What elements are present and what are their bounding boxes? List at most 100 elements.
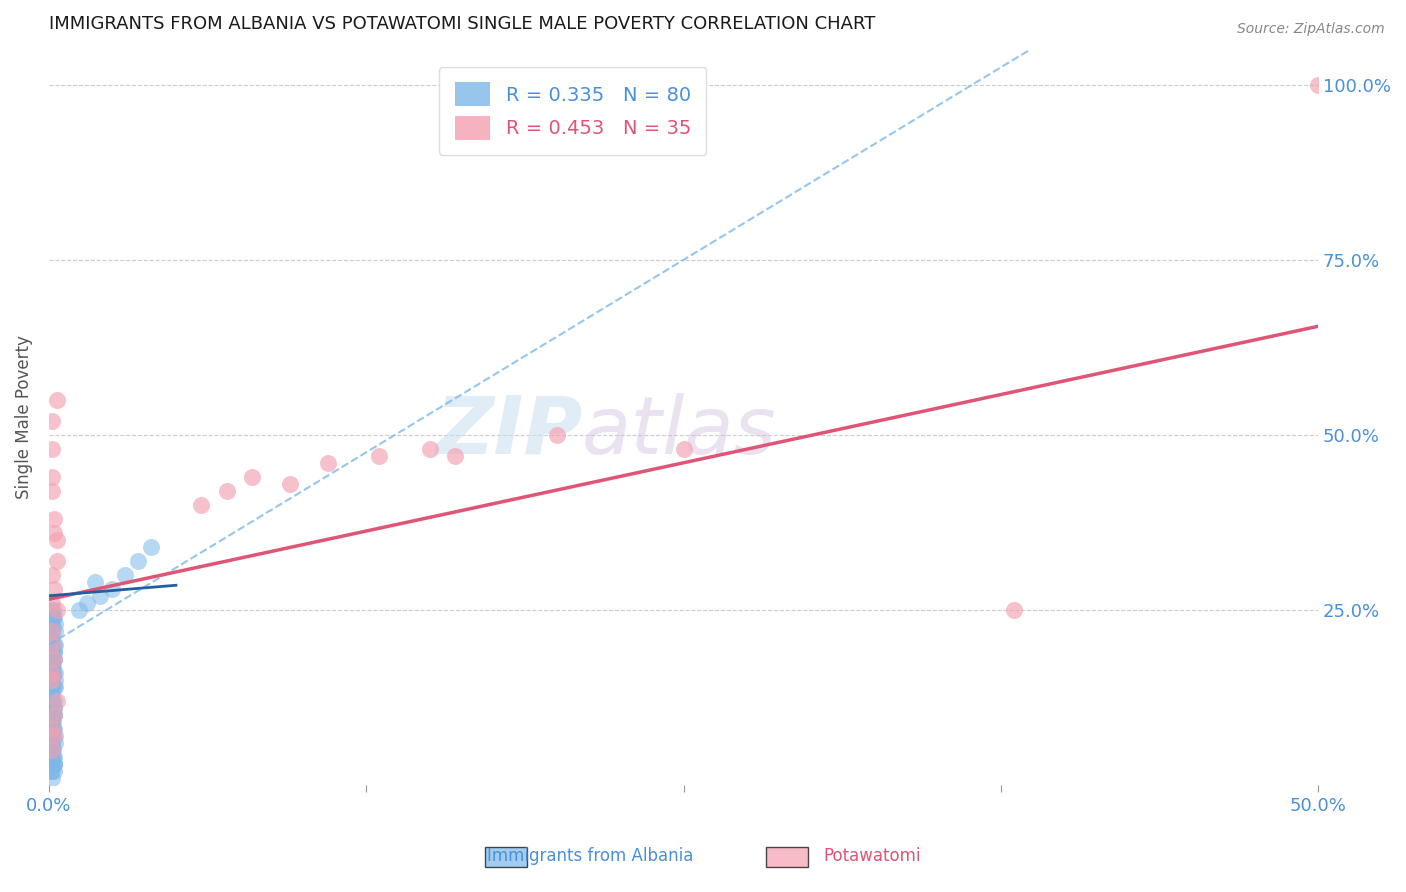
Point (41, 771, 63, 785)
Point (41, 729, 63, 743)
Point (67, 603, 90, 617)
Point (41, 673, 63, 687)
Point (41, 764, 63, 778)
Point (39, 631, 62, 645)
Point (41, 673, 63, 687)
Point (41, 442, 63, 456)
Point (41, 567, 63, 582)
Point (42, 707, 65, 722)
Point (44, 673, 66, 687)
Point (41, 736, 63, 750)
Point (41, 603, 63, 617)
Point (42, 512, 65, 526)
Point (278, 476, 301, 491)
Point (83, 574, 105, 589)
Point (546, 427, 568, 442)
Text: IMMIGRANTS FROM ALBANIA VS POTAWATOMI SINGLE MALE POVERTY CORRELATION CHART: IMMIGRANTS FROM ALBANIA VS POTAWATOMI SI… (49, 15, 876, 33)
Point (42, 665, 65, 680)
Point (41, 722, 63, 736)
Point (139, 540, 162, 554)
Point (41, 665, 63, 680)
Point (41, 722, 63, 736)
Point (45, 603, 67, 617)
Point (76, 596, 98, 610)
Point (42, 609, 65, 624)
Point (41, 596, 63, 610)
Point (41, 624, 63, 638)
Point (41, 609, 63, 624)
Point (41, 652, 63, 666)
Point (42, 714, 65, 729)
Point (39, 736, 62, 750)
Point (41, 687, 63, 701)
Point (41, 665, 63, 680)
Text: Source: ZipAtlas.com: Source: ZipAtlas.com (1237, 22, 1385, 37)
Point (41, 658, 63, 673)
Point (41, 680, 63, 694)
Point (89, 589, 111, 603)
Point (368, 449, 391, 463)
Point (41, 694, 63, 708)
Point (44, 638, 66, 652)
Point (42, 645, 65, 659)
Point (41, 483, 63, 498)
Point (41, 414, 63, 428)
Point (41, 638, 63, 652)
Point (42, 694, 65, 708)
Point (444, 449, 467, 463)
Point (190, 498, 212, 512)
Point (316, 456, 339, 470)
Point (41, 631, 63, 645)
Point (42, 749, 65, 764)
Point (42, 645, 65, 659)
Point (41, 722, 63, 736)
Point (41, 743, 63, 757)
Point (45, 694, 67, 708)
Point (44, 616, 66, 631)
Point (41, 694, 63, 708)
Point (39, 749, 62, 764)
Point (42, 722, 65, 736)
Point (127, 554, 149, 568)
Point (44, 680, 66, 694)
Point (215, 483, 238, 498)
Point (39, 638, 62, 652)
Point (39, 764, 62, 778)
Text: atlas: atlas (582, 393, 776, 471)
Point (41, 624, 63, 638)
Text: ZIP: ZIP (434, 393, 582, 471)
Point (240, 470, 263, 484)
Point (41, 680, 63, 694)
Point (42, 756, 65, 771)
Point (42, 729, 65, 743)
Point (39, 694, 62, 708)
Text: Immigrants from Albania: Immigrants from Albania (488, 847, 693, 865)
Point (42, 764, 65, 778)
Point (44, 665, 66, 680)
Point (42, 652, 65, 666)
Point (42, 582, 65, 596)
Point (41, 714, 63, 729)
Point (44, 736, 66, 750)
Point (42, 749, 65, 764)
Point (45, 554, 67, 568)
Point (42, 707, 65, 722)
Point (42, 638, 65, 652)
Point (41, 736, 63, 750)
Text: Potawatomi: Potawatomi (823, 847, 921, 865)
Point (101, 582, 124, 596)
Point (1002, 603, 1025, 617)
Point (42, 743, 65, 757)
Point (42, 665, 65, 680)
Point (44, 729, 66, 743)
Point (39, 743, 62, 757)
Point (419, 442, 441, 456)
Point (45, 392, 67, 407)
Point (114, 567, 136, 582)
Point (39, 707, 62, 722)
Legend: R = 0.335   N = 80, R = 0.453   N = 35: R = 0.335 N = 80, R = 0.453 N = 35 (440, 67, 706, 155)
Point (41, 616, 63, 631)
Point (42, 756, 65, 771)
Point (42, 525, 65, 540)
Point (42, 756, 65, 771)
